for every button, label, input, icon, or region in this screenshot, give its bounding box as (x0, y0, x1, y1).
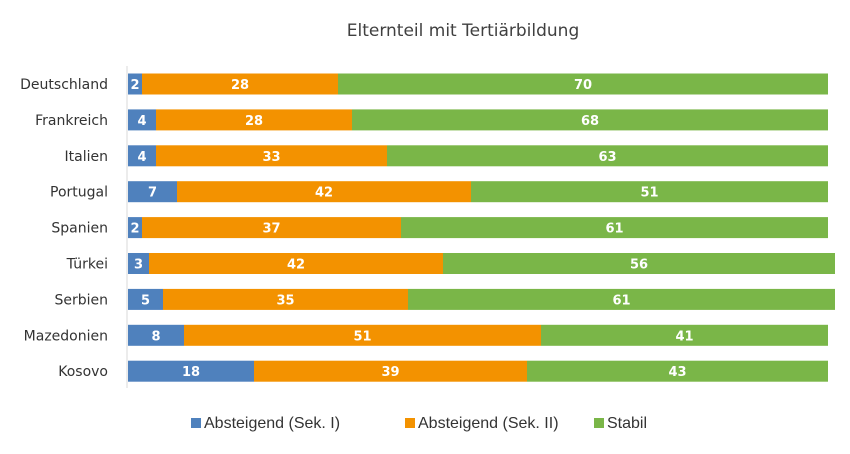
data-label: 68 (581, 114, 599, 129)
category-label: Italien (65, 149, 108, 165)
data-label: 2 (130, 78, 139, 93)
data-label: 56 (630, 258, 648, 273)
bar-segment (142, 73, 338, 95)
category-labels: Deutschland Frankreich Italien Portugal Span… (20, 77, 108, 380)
bar-segment (142, 217, 401, 239)
bar-segment (541, 324, 828, 346)
category-label: Spanien (51, 221, 108, 237)
data-label: 35 (276, 293, 294, 308)
chart-title: Elternteil mit Tertiärbildung (347, 21, 580, 41)
bar-segment (163, 288, 408, 310)
category-label: Deutschland (20, 77, 108, 93)
category-label: Portugal (50, 185, 108, 201)
legend-swatch (191, 418, 201, 428)
data-label: 28 (231, 78, 249, 93)
bar-segment (128, 324, 184, 346)
data-label: 18 (182, 365, 200, 380)
data-label: 8 (151, 329, 160, 344)
bar-segment (443, 253, 835, 274)
data-label: 51 (640, 186, 658, 201)
category-label: Mazedonien (24, 328, 108, 344)
data-label: 37 (262, 222, 280, 237)
data-label: 61 (605, 222, 623, 237)
bar-segment (156, 145, 387, 167)
bar-segment (352, 109, 828, 131)
bar-segment (128, 109, 156, 131)
data-label: 39 (381, 365, 399, 380)
data-label: 42 (287, 258, 305, 273)
bar-segment (177, 181, 471, 203)
data-label: 63 (598, 150, 616, 165)
bar-segment (128, 253, 149, 274)
data-label: 51 (353, 329, 371, 344)
bar-segment (387, 145, 828, 167)
bar-segment (128, 145, 156, 167)
bar-segment (128, 217, 142, 239)
bar-segment (338, 73, 828, 95)
legend-label: Absteigend (Sek. II) (418, 415, 559, 432)
bar-segment (527, 360, 828, 382)
data-label: 70 (574, 78, 592, 93)
legend-label: Stabil (607, 415, 647, 432)
data-label: 2 (130, 222, 139, 237)
data-label: 33 (262, 150, 280, 165)
data-label: 7 (148, 186, 157, 201)
bar-segment (156, 109, 352, 131)
bar-segment (149, 253, 443, 274)
legend-swatch (594, 418, 604, 428)
bar-segment (254, 360, 527, 382)
legend-label: Absteigend (Sek. I) (204, 415, 340, 432)
data-label: 28 (245, 114, 263, 129)
legend-swatch (405, 418, 415, 428)
legend: Absteigend (Sek. I) Absteigend (Sek. II) S… (191, 415, 647, 432)
bar-segment (408, 288, 835, 310)
data-label: 3 (134, 258, 143, 273)
category-label: Serbien (54, 292, 108, 308)
category-label: Türkei (66, 257, 108, 273)
bars-group: 2 28 70 4 28 68 4 33 63 7 42 51 2 37 61 3 42 56 5 35 61 8 51 41… (128, 73, 835, 382)
data-label: 5 (141, 293, 150, 308)
category-label: Frankreich (35, 113, 108, 129)
data-label: 42 (315, 186, 333, 201)
data-label: 61 (612, 293, 630, 308)
data-label: 4 (137, 150, 146, 165)
data-label: 4 (137, 114, 146, 129)
bar-segment (184, 324, 541, 346)
bar-segment (471, 181, 828, 203)
category-label: Kosovo (58, 364, 108, 380)
bar-segment (128, 181, 177, 203)
data-label: 41 (675, 329, 693, 344)
bar-segment (128, 288, 163, 310)
bar-segment (128, 360, 254, 382)
bar-segment (401, 217, 828, 239)
data-label: 43 (668, 365, 686, 380)
bar-segment (128, 73, 142, 95)
